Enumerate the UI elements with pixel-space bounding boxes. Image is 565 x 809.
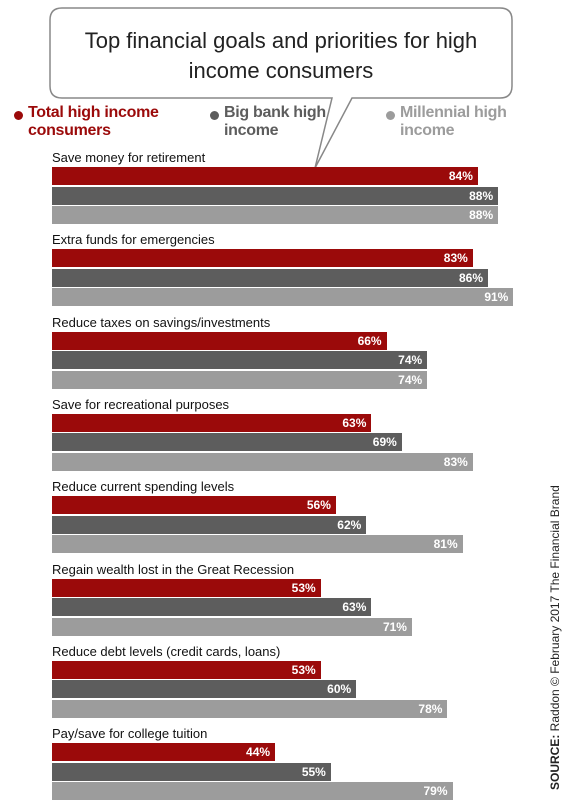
bar: 91% — [52, 288, 514, 307]
source: SOURCE: Raddon © February 2017 The Finan… — [548, 485, 562, 790]
value-label: 60% — [327, 682, 352, 697]
value-label: 83% — [443, 251, 468, 266]
bar: 44% — [52, 743, 276, 762]
value-label: 81% — [433, 537, 458, 552]
bar: 62% — [52, 515, 367, 534]
bar: 55% — [52, 762, 331, 781]
value-label: 79% — [423, 784, 448, 799]
category-label: Save for recreational purposes — [52, 396, 230, 412]
legend-label: Total high income consumers — [28, 104, 159, 139]
bar: 83% — [52, 249, 473, 268]
category-label: Save money for retirement — [52, 150, 206, 165]
legend-item: Total high income consumers — [14, 104, 183, 140]
bar: 60% — [52, 680, 357, 699]
bar: 56% — [52, 496, 336, 515]
value-label: 86% — [458, 270, 484, 285]
bar: 74% — [52, 351, 428, 370]
bar: 69% — [52, 433, 402, 452]
value-label: 56% — [306, 498, 331, 513]
value-label: 88% — [469, 208, 494, 222]
chart-title: Top financial goals and priorities for h… — [84, 28, 478, 83]
bar: 71% — [52, 617, 412, 636]
bar: 63% — [52, 598, 372, 616]
bar: 83% — [52, 452, 473, 471]
bar: 53% — [52, 660, 321, 679]
legend-marker — [386, 111, 395, 120]
value-label: 78% — [418, 701, 443, 716]
value-label: 83% — [443, 454, 468, 469]
bar: 88% — [52, 186, 499, 205]
value-label: 44% — [246, 745, 271, 760]
value-label: 74% — [398, 353, 423, 368]
value-label: 91% — [484, 290, 509, 305]
category-label: Extra funds for emergencies — [52, 232, 215, 248]
source-label: SOURCE: — [548, 734, 562, 790]
source-text: Raddon © February 2017 The Financial Bra… — [548, 485, 562, 732]
value-label: 71% — [382, 619, 407, 634]
bar: 84% — [52, 167, 478, 185]
legend-item: Big bank high income — [210, 104, 354, 140]
value-label: 55% — [301, 764, 326, 779]
value-label: 88% — [469, 188, 494, 203]
legend-label: Big bank high income — [224, 104, 326, 139]
bar: 79% — [52, 782, 453, 801]
legend-label: Millennial high income — [400, 104, 507, 139]
value-label: 62% — [337, 517, 362, 532]
category-label: Reduce taxes on savings/investments — [52, 314, 271, 330]
category-label: Reduce debt levels (credit cards, loans) — [52, 643, 281, 659]
bar: 74% — [52, 370, 428, 389]
speech-bubble — [49, 7, 513, 169]
value-label: 74% — [398, 372, 423, 387]
bar: 78% — [52, 699, 448, 718]
value-label: 69% — [372, 435, 397, 450]
category-label: Reduce current spending levels — [52, 479, 235, 495]
category-label: Pay/save for college tuition — [52, 726, 208, 742]
legend-item: Millennial high income — [386, 104, 520, 140]
value-label: 63% — [342, 600, 367, 614]
value-label: 66% — [357, 333, 382, 348]
bar: 53% — [52, 578, 321, 597]
bar: 81% — [52, 535, 463, 554]
value-label: 53% — [291, 662, 316, 677]
bar: 63% — [52, 413, 372, 432]
category-label: Regain wealth lost in the Great Recessio… — [52, 561, 295, 577]
bar: 88% — [52, 206, 499, 224]
value-label: 53% — [291, 580, 316, 595]
value-label: 63% — [342, 415, 367, 430]
legend-marker — [210, 111, 219, 120]
bar: 86% — [52, 268, 489, 287]
legend-marker — [14, 111, 23, 120]
value-label: 84% — [448, 169, 473, 183]
bar: 66% — [52, 331, 387, 350]
